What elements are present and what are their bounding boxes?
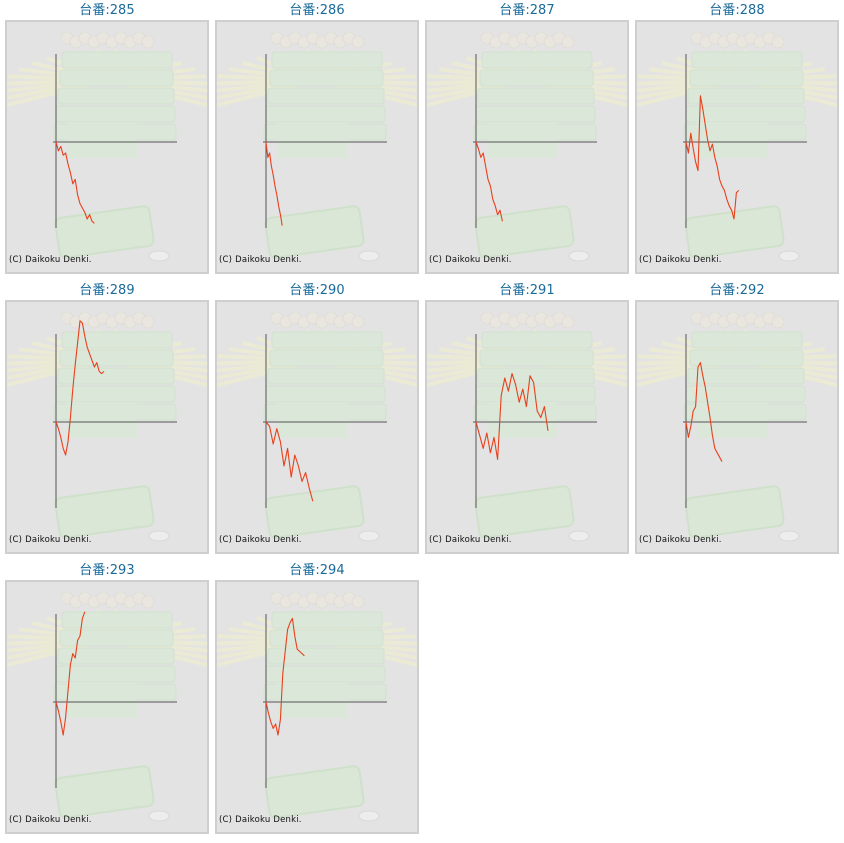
data-line [265, 617, 305, 736]
chart-svg [7, 31, 207, 262]
chart-panel: (C) Daikoku Denki. [425, 20, 629, 274]
machine-number-title[interactable]: 台番:294 [289, 563, 345, 578]
chart-panel: (C) Daikoku Denki. [215, 20, 419, 274]
copyright-text: (C) Daikoku Denki. [9, 255, 92, 265]
machine-card: 台番:288 (C) Daikoku Denki. [635, 0, 839, 276]
data-line [55, 611, 86, 736]
machine-number-title[interactable]: 台番:290 [289, 283, 345, 298]
data-line [265, 141, 283, 226]
data-line [685, 362, 723, 462]
chart-svg [7, 591, 207, 822]
background-artwork [7, 591, 207, 822]
chart-svg [637, 31, 837, 262]
copyright-text: (C) Daikoku Denki. [219, 535, 302, 545]
chart-svg [637, 311, 837, 542]
machine-card: 台番:294 (C) Daikoku Denki. [215, 560, 419, 836]
machine-card: 台番:292 (C) Daikoku Denki. [635, 280, 839, 556]
chart-svg [427, 31, 627, 262]
machine-card: 台番:293 (C) Daikoku Denki. [5, 560, 209, 836]
machine-card: 台番:285 (C) Daikoku Denki. [5, 0, 209, 276]
chart-svg [7, 311, 207, 542]
machine-number-title[interactable]: 台番:292 [709, 283, 765, 298]
chart-svg [427, 311, 627, 542]
machine-card: 台番:286 (C) Daikoku Denki. [215, 0, 419, 276]
chart-panel: (C) Daikoku Denki. [635, 20, 839, 274]
chart-panel: (C) Daikoku Denki. [5, 20, 209, 274]
data-line [475, 141, 503, 222]
background-artwork [427, 311, 627, 542]
chart-panel: (C) Daikoku Denki. [5, 300, 209, 554]
background-artwork [217, 591, 417, 822]
machine-number-title[interactable]: 台番:293 [79, 563, 135, 578]
chart-svg [217, 311, 417, 542]
machine-card: 台番:289 (C) Daikoku Denki. [5, 280, 209, 556]
machine-number-title[interactable]: 台番:289 [79, 283, 135, 298]
chart-svg [217, 591, 417, 822]
chart-panel: (C) Daikoku Denki. [215, 580, 419, 834]
machine-number-title[interactable]: 台番:291 [499, 283, 555, 298]
chart-panel: (C) Daikoku Denki. [5, 580, 209, 834]
copyright-text: (C) Daikoku Denki. [9, 815, 92, 825]
machine-number-title[interactable]: 台番:286 [289, 3, 345, 18]
machine-number-title[interactable]: 台番:285 [79, 3, 135, 18]
machine-card: 台番:287 (C) Daikoku Denki. [425, 0, 629, 276]
background-artwork [7, 311, 207, 542]
copyright-text: (C) Daikoku Denki. [639, 535, 722, 545]
copyright-text: (C) Daikoku Denki. [429, 535, 512, 545]
chart-panel: (C) Daikoku Denki. [635, 300, 839, 554]
data-line [265, 421, 314, 502]
background-artwork [637, 31, 837, 262]
data-line [55, 320, 105, 456]
copyright-text: (C) Daikoku Denki. [429, 255, 512, 265]
data-line [55, 141, 95, 224]
background-artwork [7, 31, 207, 262]
background-artwork [637, 311, 837, 542]
machine-number-title[interactable]: 台番:288 [709, 3, 765, 18]
data-line [685, 95, 740, 220]
chart-panel: (C) Daikoku Denki. [425, 300, 629, 554]
background-artwork [427, 31, 627, 262]
chart-svg [217, 31, 417, 262]
data-line [475, 373, 549, 460]
machine-card: 台番:291 (C) Daikoku Denki. [425, 280, 629, 556]
chart-panel: (C) Daikoku Denki. [215, 300, 419, 554]
background-artwork [217, 31, 417, 262]
machine-number-title[interactable]: 台番:287 [499, 3, 555, 18]
background-artwork [217, 311, 417, 542]
machine-card: 台番:290 (C) Daikoku Denki. [215, 280, 419, 556]
copyright-text: (C) Daikoku Denki. [9, 535, 92, 545]
copyright-text: (C) Daikoku Denki. [639, 255, 722, 265]
copyright-text: (C) Daikoku Denki. [219, 255, 302, 265]
copyright-text: (C) Daikoku Denki. [219, 815, 302, 825]
